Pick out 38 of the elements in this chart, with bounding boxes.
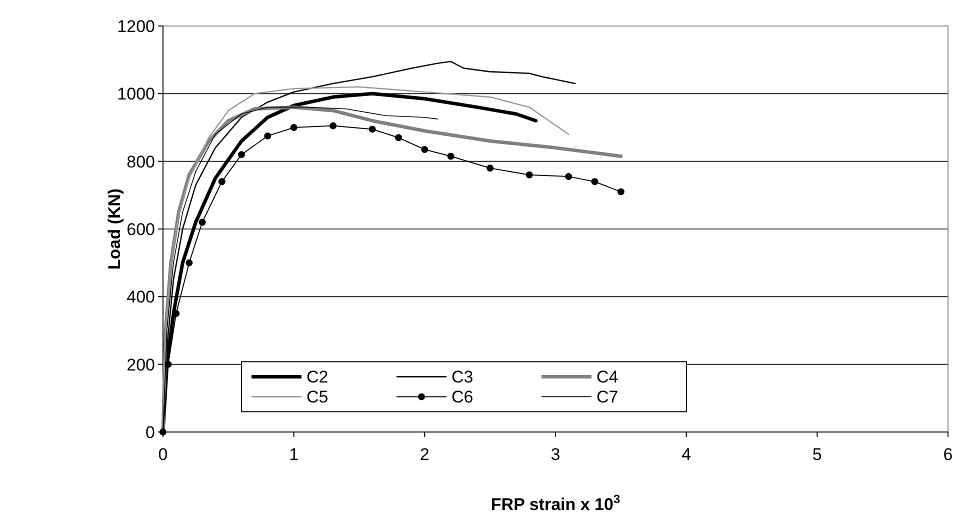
point (368, 126, 376, 133)
x-tick-label: 2 (420, 445, 430, 464)
x-tick-label: 5 (812, 445, 822, 464)
x-tick-label: 4 (682, 445, 692, 464)
y-axis-title: Load (KN) (105, 188, 124, 270)
y-tick-label: 1200 (117, 16, 155, 36)
legend-label: C6 (452, 388, 474, 407)
legend-label: C2 (306, 368, 328, 387)
legend-label: C7 (596, 388, 618, 407)
point (290, 124, 298, 131)
point (198, 218, 206, 226)
x-axis-title: FRP strain x 10$^{3}$ (490, 492, 620, 514)
point (447, 152, 454, 160)
point (186, 259, 193, 266)
point (421, 146, 428, 153)
point (330, 122, 337, 130)
y-tick-label: 800 (126, 152, 155, 172)
y-tick-label: 400 (126, 288, 155, 307)
legend-label: C5 (306, 388, 328, 407)
y-tick-label: 0 (146, 422, 155, 442)
y-tick-label: 600 (126, 220, 155, 239)
x-tick-label: 3 (550, 445, 560, 464)
point (565, 173, 572, 180)
legend-label: C4 (596, 368, 618, 387)
point (486, 164, 494, 172)
legend-label: C3 (452, 368, 474, 387)
point (395, 134, 402, 142)
x-tick-label: 0 (158, 445, 168, 464)
point (238, 151, 245, 158)
y-tick-label: 1000 (117, 84, 155, 104)
point (591, 178, 598, 186)
x-tick-label: 6 (943, 445, 953, 464)
point (617, 188, 624, 196)
point (264, 132, 272, 140)
point (218, 178, 226, 186)
y-tick-label: 200 (126, 355, 155, 374)
x-tick-label: 1 (289, 445, 299, 464)
point (526, 171, 533, 178)
